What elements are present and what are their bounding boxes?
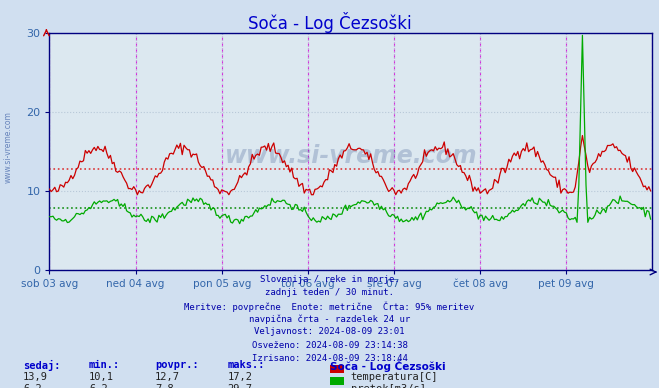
- Text: povpr.:: povpr.:: [155, 360, 198, 370]
- Text: www.si-vreme.com: www.si-vreme.com: [225, 144, 477, 168]
- Text: 17,2: 17,2: [227, 372, 252, 383]
- Text: pretok[m3/s]: pretok[m3/s]: [351, 384, 426, 388]
- Text: 10,1: 10,1: [89, 372, 114, 383]
- Text: maks.:: maks.:: [227, 360, 265, 370]
- Text: Meritve: povprečne  Enote: metrične  Črta: 95% meritev: Meritve: povprečne Enote: metrične Črta:…: [185, 301, 474, 312]
- Text: 6,2: 6,2: [89, 384, 107, 388]
- Text: 13,9: 13,9: [23, 372, 48, 383]
- Text: zadnji teden / 30 minut.: zadnji teden / 30 minut.: [265, 288, 394, 297]
- Text: Slovenija / reke in morje.: Slovenija / reke in morje.: [260, 275, 399, 284]
- Text: temperatura[C]: temperatura[C]: [351, 372, 438, 383]
- Text: Soča - Log Čezsoški: Soča - Log Čezsoški: [248, 12, 411, 33]
- Text: 12,7: 12,7: [155, 372, 180, 383]
- Text: min.:: min.:: [89, 360, 120, 370]
- Text: 6,2: 6,2: [23, 384, 42, 388]
- Text: Izrisano: 2024-08-09 23:18:44: Izrisano: 2024-08-09 23:18:44: [252, 354, 407, 363]
- Text: Osveženo: 2024-08-09 23:14:38: Osveženo: 2024-08-09 23:14:38: [252, 341, 407, 350]
- Text: navpična črta - razdelek 24 ur: navpična črta - razdelek 24 ur: [249, 314, 410, 324]
- Text: 29,7: 29,7: [227, 384, 252, 388]
- Text: Veljavnost: 2024-08-09 23:01: Veljavnost: 2024-08-09 23:01: [254, 327, 405, 336]
- Text: sedaj:: sedaj:: [23, 360, 61, 371]
- Text: www.si-vreme.com: www.si-vreme.com: [3, 111, 13, 184]
- Text: 7,8: 7,8: [155, 384, 173, 388]
- Text: Soča - Log Čezsoški: Soča - Log Čezsoški: [330, 360, 445, 372]
